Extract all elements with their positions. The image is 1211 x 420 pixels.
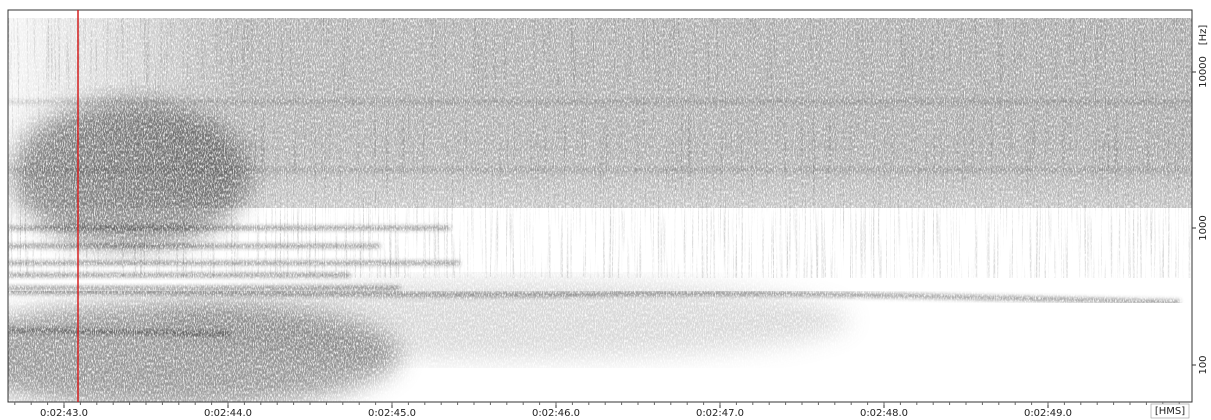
time-label: 0:02:43.0 [40,408,88,419]
time-label: 0:02:45.0 [368,408,416,419]
spectrogram-image [8,10,1192,402]
freq-label: 10000 [1198,56,1209,88]
plot-frame [7,9,1193,403]
time-label: 0:02:48.0 [860,408,908,419]
freq-unit: [Hz] [1198,25,1209,46]
time-label: 0:02:46.0 [532,408,580,419]
time-label: 0:02:49.0 [1024,408,1072,419]
unit-box [1150,403,1190,419]
time-label: 0:02:44.0 [204,408,252,419]
time-label: 0:02:47.0 [696,408,744,419]
freq-label: 1000 [1198,215,1209,240]
freq-label: 100 [1198,355,1209,374]
time-unit: [HMS] [1155,406,1185,417]
time-ticks: 0:02:43.0 0:02:44.0 0:02:45.0 0:02:46.0 0:02… [14,402,1180,419]
